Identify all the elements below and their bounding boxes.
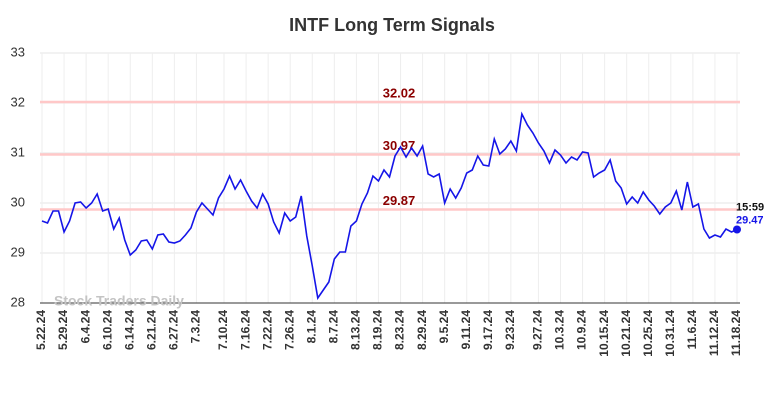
x-tick-label: 7.3.24 [189, 310, 203, 344]
x-tick-label: 11.12.24 [707, 310, 721, 356]
x-tick-label: 7.22.24 [260, 310, 274, 350]
x-tick-label: 9.27.24 [531, 310, 545, 350]
y-tick-label: 28 [11, 294, 25, 309]
x-tick-label: 8.19.24 [371, 310, 385, 350]
x-tick-label: 11.6.24 [685, 310, 699, 350]
last-point [733, 225, 741, 234]
signal-label: 32.02 [383, 85, 416, 100]
x-tick-label: 6.21.24 [144, 310, 158, 350]
watermark: Stock Traders Daily [54, 293, 184, 309]
x-tick-label: 9.5.24 [437, 310, 451, 344]
x-tick-label: 5.22.24 [34, 310, 48, 350]
x-tick-label: 9.11.24 [459, 310, 473, 350]
x-tick-label: 11.18.24 [729, 310, 743, 356]
last-time: 15:59 [736, 201, 764, 213]
x-tick-label: 7.16.24 [238, 310, 252, 350]
x-tick-label: 6.14.24 [122, 310, 136, 350]
x-tick-label: 8.7.24 [327, 310, 341, 344]
y-tick-label: 31 [11, 144, 25, 159]
y-tick-label: 30 [11, 194, 25, 209]
x-tick-label: 10.25.24 [641, 310, 655, 357]
signal-label: 29.87 [383, 193, 416, 208]
x-tick-label: 8.13.24 [349, 310, 363, 350]
x-tick-label: 8.1.24 [304, 310, 318, 344]
x-tick-label: 5.29.24 [56, 310, 70, 350]
x-tick-label: 9.17.24 [481, 310, 495, 350]
y-tick-label: 29 [11, 244, 25, 259]
price-line [41, 111, 738, 301]
x-tick-label: 6.4.24 [78, 310, 92, 344]
signal-label: 30.97 [383, 138, 416, 153]
x-tick-label: 7.10.24 [216, 310, 230, 350]
x-tick-label: 8.29.24 [415, 310, 429, 350]
x-tick-label: 6.27.24 [167, 310, 181, 350]
x-tick-label: 10.9.24 [575, 310, 589, 350]
x-tick-label: 6.10.24 [100, 310, 114, 350]
x-tick-label: 10.15.24 [597, 310, 611, 357]
y-tick-label: 33 [11, 44, 25, 59]
chart-title: INTF Long Term Signals [289, 15, 495, 35]
x-tick-label: 10.31.24 [663, 310, 677, 357]
last-value: 29.47 [736, 214, 764, 226]
x-tick-label: 10.3.24 [553, 310, 567, 350]
x-tick-label: 8.23.24 [393, 310, 407, 350]
x-tick-label: 9.23.24 [503, 310, 517, 350]
y-tick-label: 32 [11, 94, 25, 109]
x-tick-label: 10.21.24 [619, 310, 633, 357]
x-tick-label: 7.26.24 [282, 310, 296, 350]
